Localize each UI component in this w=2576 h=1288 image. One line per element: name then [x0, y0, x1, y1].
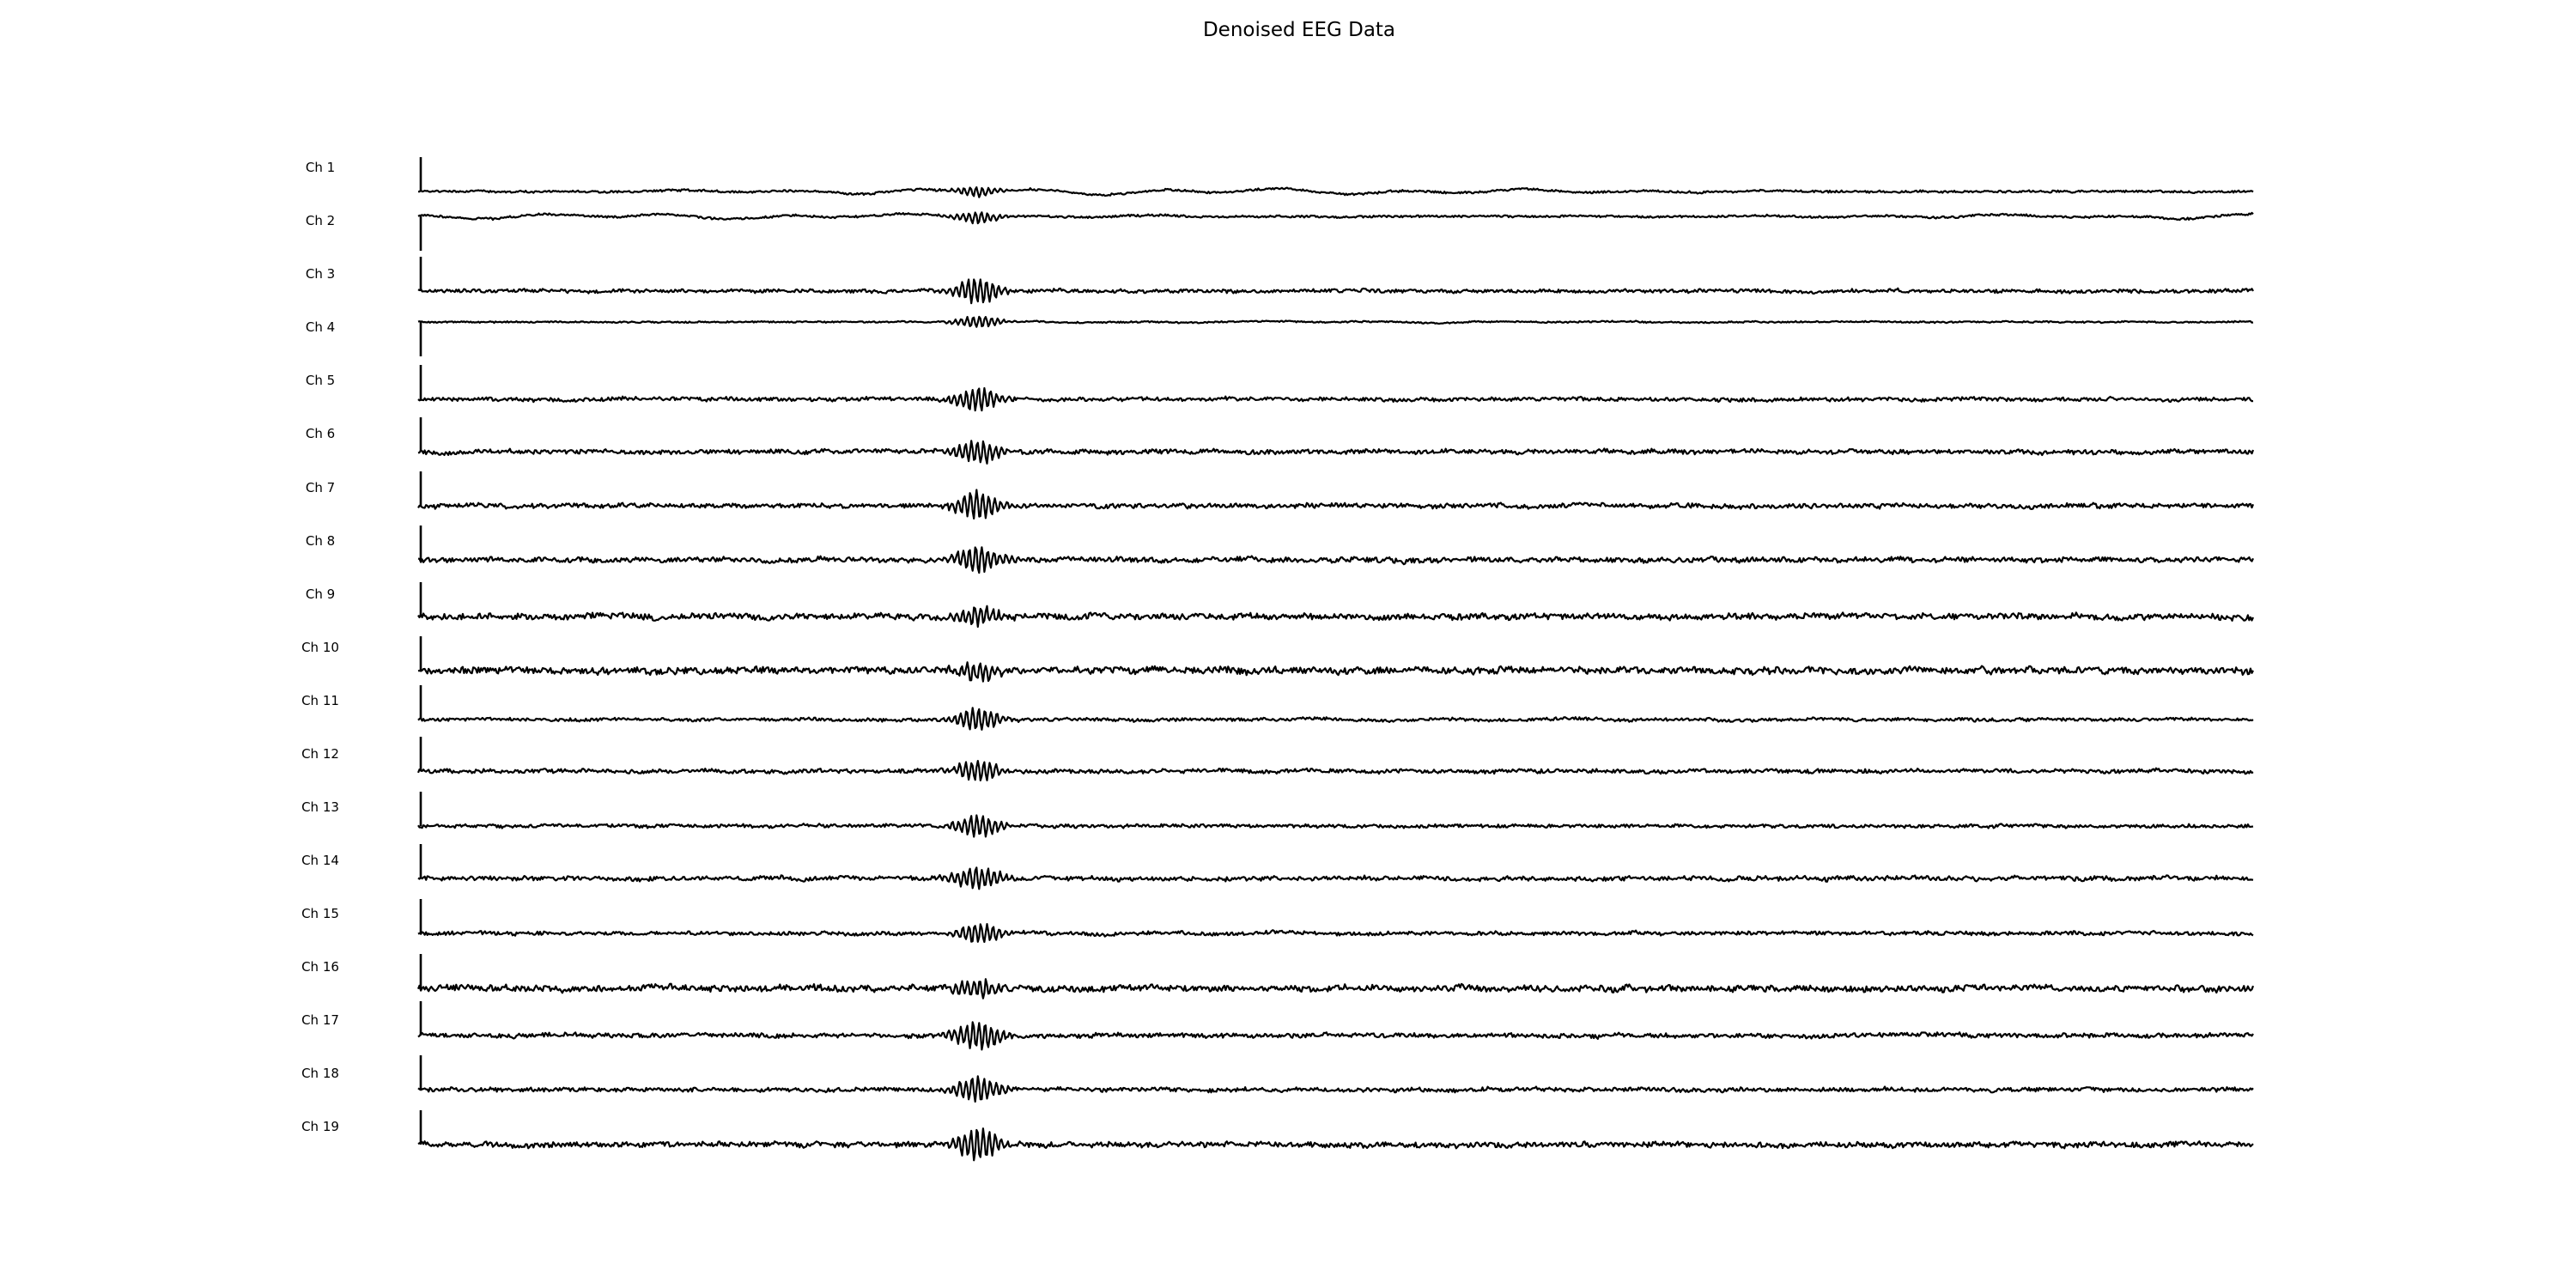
channel-label: Ch 14	[301, 853, 339, 868]
channel-label: Ch 5	[306, 373, 335, 388]
channel-label: Ch 16	[301, 959, 339, 975]
channel-trace	[417, 278, 2254, 305]
channel-trace	[417, 1075, 2254, 1103]
channel-trace	[417, 386, 2254, 412]
channel-trace	[417, 605, 2255, 629]
channel-trace	[417, 489, 2255, 519]
channel-label: Ch 18	[301, 1066, 339, 1081]
channel-trace	[417, 923, 2254, 944]
channel-label: Ch 4	[306, 319, 335, 335]
channel-trace	[417, 707, 2254, 731]
channel-label: Ch 11	[301, 693, 339, 708]
channel-trace	[417, 546, 2255, 574]
channel-label: Ch 2	[306, 213, 335, 228]
channel-trace	[417, 814, 2254, 838]
channel-trace	[417, 866, 2254, 890]
channel-trace	[417, 315, 2254, 328]
channel-trace	[417, 1021, 2254, 1051]
chart-title: Denoised EEG Data	[1202, 19, 1396, 41]
channel-label: Ch 15	[301, 906, 339, 921]
channel-trace	[416, 978, 2255, 999]
channel-label: Ch 13	[301, 799, 339, 815]
channel-label: Ch 17	[301, 1012, 339, 1028]
channel-label: Ch 19	[301, 1119, 339, 1134]
channel-label: Ch 8	[306, 533, 335, 549]
channel-trace	[417, 661, 2254, 683]
channel-label: Ch 12	[301, 746, 339, 762]
channel-label: Ch 10	[301, 640, 339, 655]
channel-label: Ch 6	[306, 426, 335, 441]
channel-label: Ch 1	[306, 160, 335, 175]
channel-trace	[417, 1127, 2254, 1162]
channel-trace	[416, 760, 2254, 781]
channel-label: Ch 9	[306, 586, 335, 602]
channel-label: Ch 3	[306, 266, 335, 282]
channel-trace	[417, 186, 2254, 198]
channels-layer: Ch 1 Ch 2 Ch 3 Ch 4 Ch 5 Ch 6 Ch 7 Ch 8 Ch 9 Ch 1…	[301, 157, 2255, 1162]
channel-trace	[417, 440, 2255, 465]
channel-trace	[417, 211, 2254, 225]
channel-label: Ch 7	[306, 480, 335, 495]
